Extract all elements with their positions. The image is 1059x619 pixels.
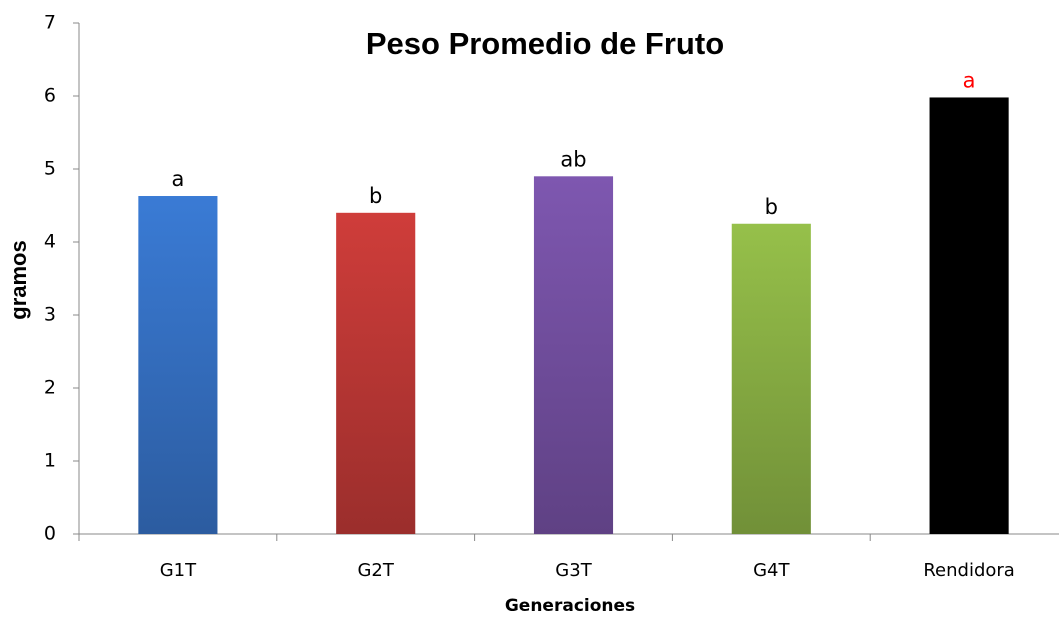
bar-annotation: b <box>765 195 778 219</box>
x-tick-label: G1T <box>160 560 197 581</box>
bar <box>929 97 1009 535</box>
x-axis-label: Generaciones <box>505 596 635 616</box>
bar-annotation: ab <box>560 147 586 171</box>
y-tick-label: 5 <box>44 158 56 180</box>
y-tick-label: 0 <box>44 523 56 545</box>
y-tick-label: 3 <box>44 304 56 326</box>
y-tick-label: 6 <box>44 85 56 107</box>
chart-title: Peso Promedio de Fruto <box>366 26 724 61</box>
bar <box>336 212 416 535</box>
y-axis-label: gramos <box>6 240 31 319</box>
y-tick-label: 4 <box>44 231 56 253</box>
y-tick-label: 1 <box>44 450 56 472</box>
bar-annotation: b <box>369 184 382 208</box>
y-tick-label: 2 <box>44 377 56 399</box>
bar-annotation: a <box>963 68 976 92</box>
x-tick-label: G3T <box>555 560 592 581</box>
bar <box>731 223 811 534</box>
y-tick-label: 7 <box>44 12 56 34</box>
x-tick-label: Rendidora <box>923 560 1014 581</box>
bar <box>138 196 218 534</box>
x-tick-label: G4T <box>753 560 790 581</box>
bar-annotation: a <box>171 167 184 191</box>
bar <box>533 176 614 535</box>
x-tick-label: G2T <box>357 560 394 581</box>
